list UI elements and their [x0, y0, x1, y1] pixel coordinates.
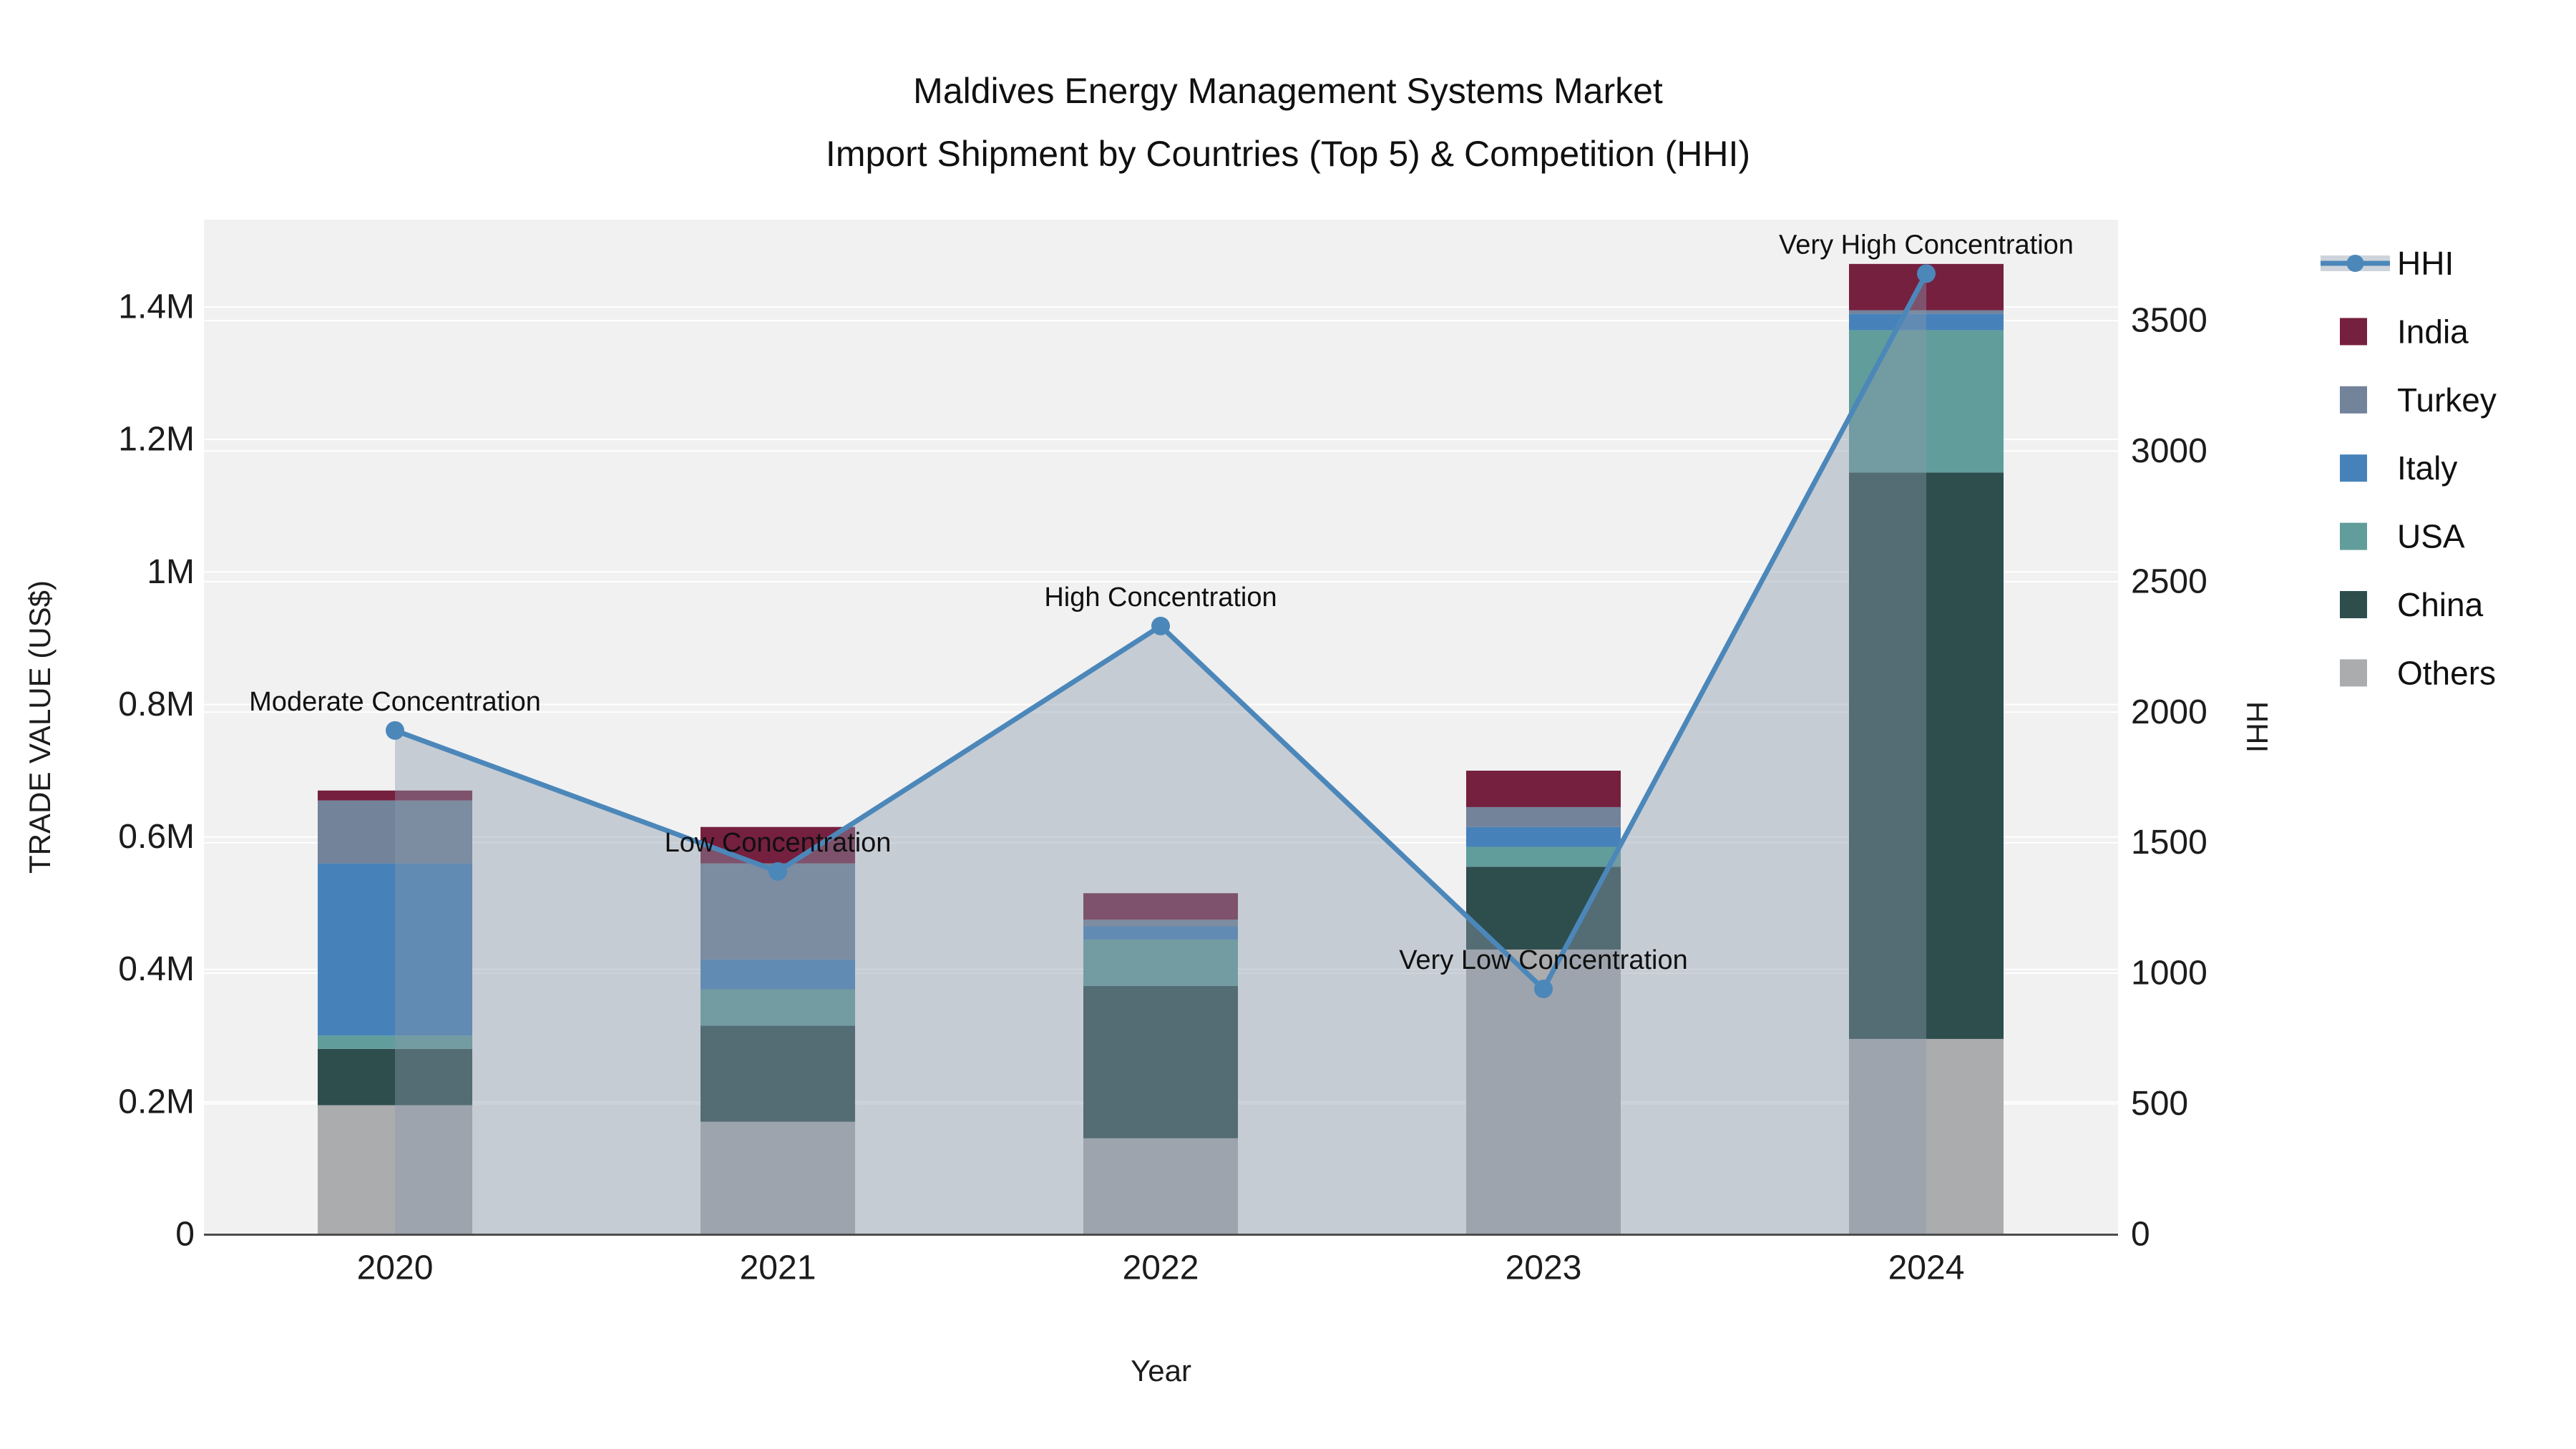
bar-2020-india[interactable] — [318, 790, 472, 801]
ytick-right-500: 500 — [2131, 1085, 2188, 1123]
bar-2023-india[interactable] — [1466, 771, 1621, 807]
xtick-2021: 2021 — [740, 1249, 816, 1287]
bar-2021-italy[interactable] — [701, 959, 855, 990]
ytick-right-1000: 1000 — [2131, 955, 2207, 992]
legend-label-india[interactable]: India — [2397, 313, 2469, 350]
bar-2022-turkey[interactable] — [1083, 919, 1238, 927]
bar-2022-india[interactable] — [1083, 893, 1238, 920]
bar-2021-india[interactable] — [701, 826, 855, 864]
legend-label-italy[interactable]: Italy — [2397, 449, 2457, 487]
bar-2022-italy[interactable] — [1083, 926, 1238, 940]
ytick-right-3500: 3500 — [2131, 301, 2207, 339]
bar-2022-china[interactable] — [1083, 985, 1238, 1138]
annotation-2022: High Concentration — [1044, 582, 1277, 613]
ytick-right-2000: 2000 — [2131, 693, 2207, 731]
legend-label-hhi[interactable]: HHI — [2397, 245, 2454, 282]
annotation-2023: Very Low Concentration — [1399, 945, 1687, 975]
y-axis-title-left: TRADE VALUE (US$) — [23, 580, 57, 874]
hhi-point-2021[interactable] — [769, 862, 787, 881]
legend-hhi-marker[interactable] — [2346, 255, 2364, 272]
ytick-left-1M: 1M — [147, 553, 195, 591]
legend-label-china[interactable]: China — [2397, 586, 2484, 623]
xtick-2023: 2023 — [1506, 1249, 1582, 1287]
bar-2024-italy[interactable] — [1849, 313, 2004, 331]
legend-swatch-usa[interactable] — [2340, 522, 2367, 550]
legend-label-turkey[interactable]: Turkey — [2397, 381, 2497, 419]
bar-2021-china[interactable] — [701, 1025, 855, 1122]
hhi-point-2024[interactable] — [1917, 264, 1936, 283]
bar-2021-usa[interactable] — [701, 989, 855, 1026]
legend-item-china[interactable]: China — [2340, 586, 2484, 623]
bar-2024-usa[interactable] — [1849, 330, 2004, 473]
bar-2020-china[interactable] — [318, 1048, 472, 1106]
ytick-right-2500: 2500 — [2131, 562, 2207, 600]
bar-2024-others[interactable] — [1849, 1038, 2004, 1234]
bar-2023-italy[interactable] — [1466, 826, 1621, 847]
legend-swatch-others[interactable] — [2340, 659, 2367, 687]
chart-title-line1: Maldives Energy Management Systems Marke… — [913, 71, 1663, 111]
ytick-left-0.2M: 0.2M — [118, 1083, 195, 1121]
bar-2024-china[interactable] — [1849, 472, 2004, 1039]
legend-item-india[interactable]: India — [2340, 313, 2469, 350]
annotation-2024: Very High Concentration — [1779, 230, 2074, 260]
bar-2023-china[interactable] — [1466, 867, 1621, 950]
legend-label-usa[interactable]: USA — [2397, 518, 2465, 555]
xtick-2024: 2024 — [1888, 1249, 1965, 1287]
legend-swatch-turkey[interactable] — [2340, 386, 2367, 414]
legend-item-usa[interactable]: USA — [2340, 518, 2465, 555]
legend-swatch-italy[interactable] — [2340, 454, 2367, 482]
bar-2023-turkey[interactable] — [1466, 806, 1621, 827]
bar-2022-others[interactable] — [1083, 1138, 1238, 1234]
bar-2020-usa[interactable] — [318, 1035, 472, 1049]
ytick-left-0: 0 — [175, 1216, 195, 1254]
x-axis-title: Year — [1131, 1354, 1191, 1387]
chart-title-line2: Import Shipment by Countries (Top 5) & C… — [825, 134, 1751, 174]
ytick-left-0.4M: 0.4M — [118, 950, 195, 988]
bar-2020-turkey[interactable] — [318, 800, 472, 864]
y-axis-title-right: HHI — [2240, 701, 2274, 753]
legend-item-italy[interactable]: Italy — [2340, 449, 2457, 487]
legend-swatch-china[interactable] — [2340, 591, 2367, 618]
bar-2021-others[interactable] — [701, 1121, 855, 1234]
ytick-right-1500: 1500 — [2131, 824, 2207, 862]
hhi-point-2023[interactable] — [1534, 980, 1553, 999]
ytick-left-1.2M: 1.2M — [118, 421, 195, 459]
bar-2022-usa[interactable] — [1083, 940, 1238, 986]
bar-2020-italy[interactable] — [318, 863, 472, 1036]
x-axis-line — [204, 1234, 2118, 1236]
ytick-left-1.4M: 1.4M — [118, 288, 195, 326]
legend-label-others[interactable]: Others — [2397, 654, 2496, 691]
bar-2023-usa[interactable] — [1466, 847, 1621, 867]
legend-item-others[interactable]: Others — [2340, 654, 2496, 691]
xtick-2022: 2022 — [1123, 1249, 1199, 1287]
hhi-point-2020[interactable] — [386, 721, 404, 740]
xtick-2020: 2020 — [357, 1249, 434, 1287]
ytick-right-3000: 3000 — [2131, 432, 2207, 470]
legend-swatch-india[interactable] — [2340, 318, 2367, 346]
bar-2020-others[interactable] — [318, 1105, 472, 1234]
ytick-right-0: 0 — [2131, 1216, 2150, 1254]
hhi-point-2022[interactable] — [1151, 616, 1170, 635]
ytick-left-0.8M: 0.8M — [118, 686, 195, 723]
annotation-2021: Low Concentration — [665, 828, 892, 858]
annotation-2020: Moderate Concentration — [249, 687, 541, 717]
ytick-left-0.6M: 0.6M — [118, 818, 195, 856]
legend-item-hhi[interactable]: HHI — [2321, 245, 2454, 282]
legend-item-turkey[interactable]: Turkey — [2340, 381, 2497, 419]
bar-2024-turkey[interactable] — [1849, 310, 2004, 314]
